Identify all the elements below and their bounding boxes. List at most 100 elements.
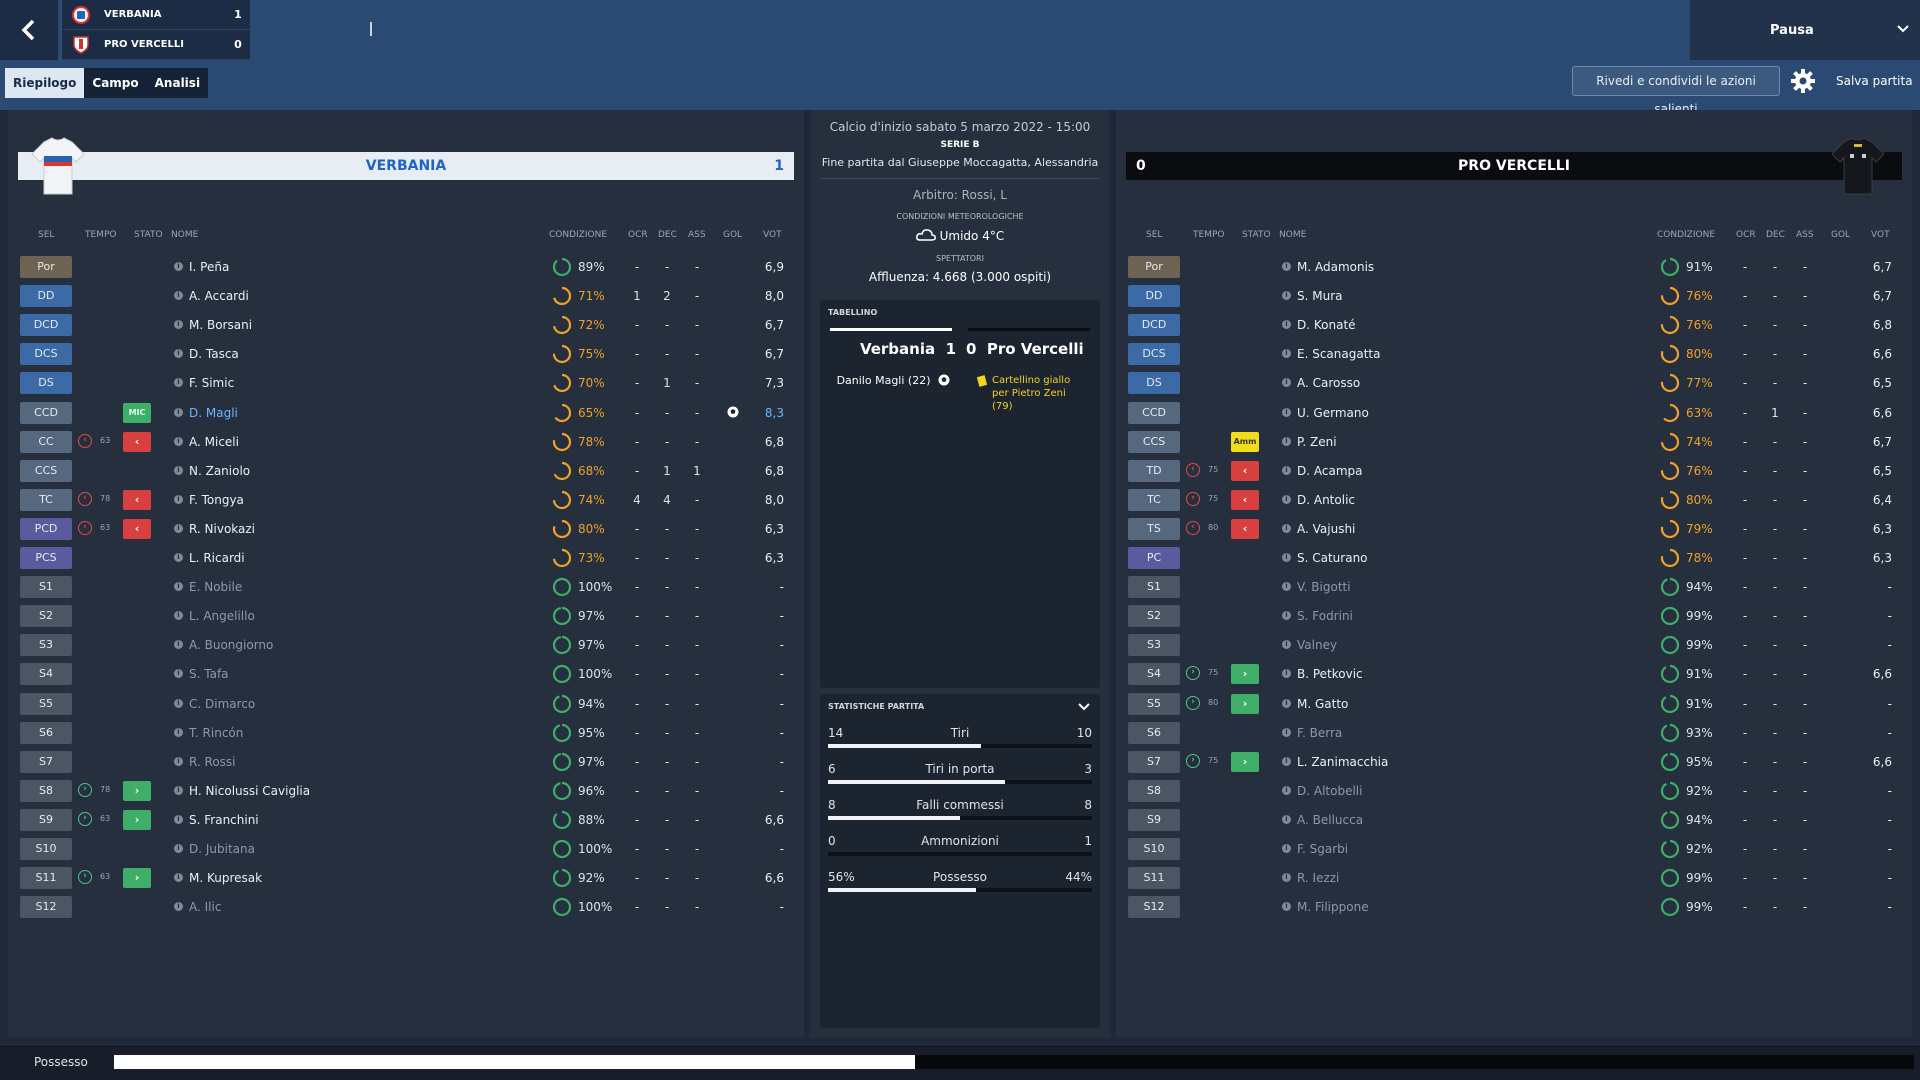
player-name[interactable]: I. Peña <box>189 260 230 274</box>
position-badge[interactable]: Por <box>1128 256 1180 278</box>
position-badge[interactable]: S10 <box>1128 838 1180 860</box>
player-name[interactable]: S. Caturano <box>1297 551 1368 565</box>
player-name[interactable]: L. Zanimacchia <box>1297 754 1389 769</box>
info-icon[interactable]: i <box>174 814 183 824</box>
player-name[interactable]: Valney <box>1297 638 1338 653</box>
info-icon[interactable]: i <box>1282 436 1291 446</box>
player-name[interactable]: T. Rincón <box>189 725 244 740</box>
player-row[interactable]: DCD i D. Konaté 76% - - - 6,8 <box>1116 312 1896 338</box>
info-icon[interactable]: i <box>1282 407 1291 417</box>
player-row[interactable]: PCD ‹ 63 ‹ i R. Nivokazi 80% - - - 6,3 <box>8 516 788 542</box>
position-badge[interactable]: TC <box>20 488 72 511</box>
tab-campo[interactable]: Campo <box>92 76 139 90</box>
info-icon[interactable]: i <box>1282 814 1291 824</box>
player-name[interactable]: F. Simic <box>189 376 235 391</box>
player-name[interactable]: D. Magli <box>189 405 238 420</box>
player-name[interactable]: S. Franchini <box>189 812 259 827</box>
info-icon[interactable]: i <box>174 465 183 475</box>
player-name[interactable]: M. Adamonis <box>1297 260 1375 274</box>
player-row[interactable]: DS i F. Simic 70% - 1 - 7,3 <box>8 370 788 396</box>
player-name[interactable]: M. Kupresak <box>189 871 263 886</box>
info-icon[interactable]: i <box>174 407 183 417</box>
chevron-down-icon[interactable] <box>1078 702 1090 712</box>
player-row[interactable]: Por i M. Adamonis 91% - - - 6,7 <box>1116 254 1896 280</box>
position-badge[interactable]: S4 <box>20 663 72 686</box>
player-row[interactable]: S12 i M. Filippone 99% - - - - <box>1116 894 1896 920</box>
position-badge[interactable]: CC <box>20 430 72 453</box>
position-badge[interactable]: S2 <box>1128 605 1180 628</box>
position-badge[interactable]: S8 <box>20 779 72 802</box>
player-name[interactable]: D. Tasca <box>189 347 239 362</box>
player-name[interactable]: R. Nivokazi <box>189 521 256 536</box>
player-row[interactable]: S8 i D. Altobelli 92% - - - - <box>1116 778 1896 804</box>
save-match-button[interactable]: Salva partita <box>1836 74 1913 88</box>
player-row[interactable]: S3 i A. Buongiorno 97% - - - - <box>8 632 788 658</box>
player-name[interactable]: H. Nicolussi Caviglia <box>189 783 311 798</box>
position-badge[interactable]: DD <box>1128 285 1180 308</box>
position-badge[interactable]: S1 <box>1128 576 1180 599</box>
info-icon[interactable]: i <box>1282 785 1291 795</box>
player-name[interactable]: R. Rossi <box>189 754 236 769</box>
position-badge[interactable]: DD <box>20 285 72 308</box>
info-icon[interactable]: i <box>174 378 183 388</box>
player-row[interactable]: PC i S. Caturano 78% - - - 6,3 <box>1116 545 1896 571</box>
info-icon[interactable]: i <box>174 291 183 301</box>
info-icon[interactable]: i <box>174 436 183 446</box>
position-badge[interactable]: S4 <box>1128 663 1180 686</box>
info-icon[interactable]: i <box>174 873 183 883</box>
player-row[interactable]: TS ‹ 80 ‹ i A. Vajushi 79% - - - 6,3 <box>1116 516 1896 542</box>
player-row[interactable]: CCD MIC i D. Magli 65% - - - 8,3 <box>8 400 788 426</box>
info-icon[interactable]: i <box>1282 844 1291 853</box>
player-row[interactable]: S7 › 75 › i L. Zanimacchia 95% - - - 6,6 <box>1116 749 1896 775</box>
info-icon[interactable]: i <box>1282 378 1291 388</box>
player-name[interactable]: B. Petkovic <box>1297 667 1363 682</box>
info-icon[interactable]: i <box>174 494 183 504</box>
player-name[interactable]: F. Tongya <box>189 492 244 507</box>
position-badge[interactable]: TS <box>1128 517 1180 540</box>
player-name[interactable]: S. Tafa <box>189 667 229 682</box>
info-icon[interactable]: i <box>1282 320 1291 330</box>
player-row[interactable]: CCD i U. Germano 63% - 1 - 6,6 <box>1116 400 1896 426</box>
position-badge[interactable]: S5 <box>1128 692 1180 715</box>
info-icon[interactable]: i <box>1282 553 1291 562</box>
info-icon[interactable]: i <box>1282 727 1291 737</box>
position-badge[interactable]: CCS <box>20 459 72 482</box>
player-row[interactable]: CC ‹ 63 ‹ i A. Miceli 78% - - - 6,8 <box>8 429 788 455</box>
player-name[interactable]: A. Miceli <box>189 434 239 449</box>
player-row[interactable]: DCS i D. Tasca 75% - - - 6,7 <box>8 341 788 367</box>
position-badge[interactable]: S6 <box>1128 721 1180 744</box>
position-badge[interactable]: DS <box>20 372 72 395</box>
player-name[interactable]: N. Zaniolo <box>189 463 251 478</box>
player-name[interactable]: D. Altobelli <box>1297 783 1363 798</box>
player-row[interactable]: DS i A. Carosso 77% - - - 6,5 <box>1116 370 1896 396</box>
info-icon[interactable]: i <box>174 785 183 795</box>
player-name[interactable]: A. Carosso <box>1297 376 1361 391</box>
info-icon[interactable]: i <box>1282 756 1291 766</box>
player-row[interactable]: CCS i N. Zaniolo 68% - 1 1 6,8 <box>8 458 788 484</box>
info-icon[interactable]: i <box>174 669 183 679</box>
position-badge[interactable]: S9 <box>20 808 72 831</box>
player-row[interactable]: S10 i F. Sgarbi 92% - - - - <box>1116 836 1896 862</box>
position-badge[interactable]: DS <box>1128 372 1180 395</box>
player-row[interactable]: S7 i R. Rossi 97% - - - - <box>8 749 788 775</box>
position-badge[interactable]: S6 <box>20 721 72 744</box>
position-badge[interactable]: S8 <box>1128 779 1180 802</box>
player-row[interactable]: DD i S. Mura 76% - - - 6,7 <box>1116 283 1896 309</box>
player-name[interactable]: E. Scanagatta <box>1297 347 1381 362</box>
position-badge[interactable]: CCD <box>1128 401 1180 424</box>
player-name[interactable]: U. Germano <box>1297 405 1369 420</box>
position-badge[interactable]: PCD <box>20 517 72 540</box>
player-row[interactable]: S6 i F. Berra 93% - - - - <box>1116 720 1896 746</box>
player-row[interactable]: S9 i A. Bellucca 94% - - - - <box>1116 807 1896 833</box>
player-row[interactable]: S12 i A. Ilic 100% - - - - <box>8 894 788 920</box>
gear-icon[interactable] <box>1790 68 1816 94</box>
player-name[interactable]: A. Accardi <box>189 289 249 304</box>
position-badge[interactable]: S1 <box>20 576 72 599</box>
info-icon[interactable]: i <box>1282 262 1291 271</box>
player-name[interactable]: A. Ilic <box>189 900 222 915</box>
position-badge[interactable]: S7 <box>1128 750 1180 773</box>
info-icon[interactable]: i <box>174 523 183 533</box>
player-row[interactable]: S4 i S. Tafa 100% - - - - <box>8 661 788 687</box>
player-name[interactable]: S. Fodrini <box>1297 609 1353 624</box>
player-name[interactable]: M. Gatto <box>1297 696 1349 711</box>
